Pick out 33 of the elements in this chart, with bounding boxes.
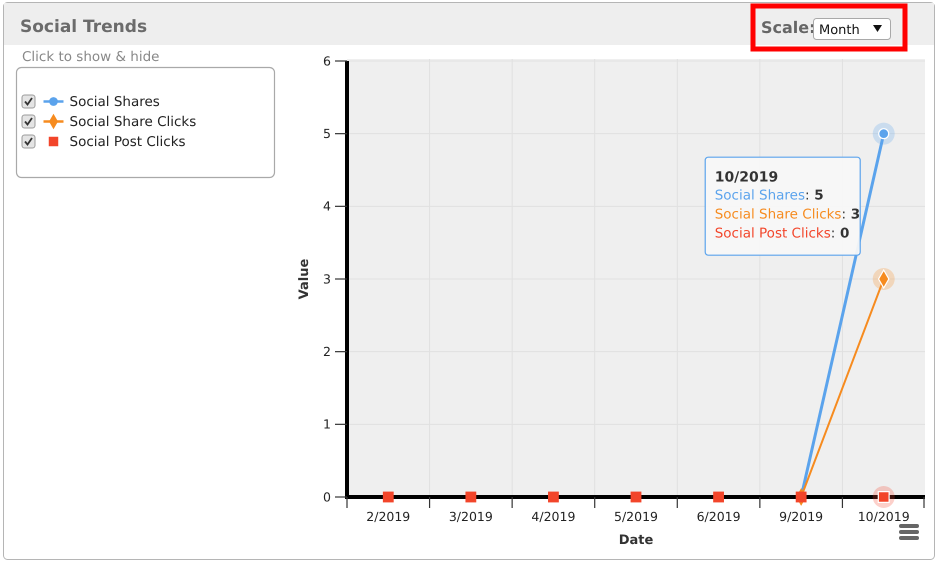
- y-tick-label: 2: [323, 344, 331, 360]
- x-tick-label: 3/2019: [448, 509, 493, 524]
- x-tick-label: 9/2019: [779, 509, 824, 524]
- x-tick-label: 4/2019: [531, 509, 576, 524]
- text: Click to show & hide: [22, 49, 160, 65]
- y-tick-label: 6: [323, 53, 332, 68]
- point: [465, 492, 476, 502]
- annotation: Social Shares: 5: [714, 188, 824, 204]
- x-tick-label: 2/2019: [366, 509, 410, 524]
- x-axis-title: Date: [618, 533, 654, 548]
- y-tick-label: 4: [323, 198, 332, 214]
- y-tick-label: 5: [323, 126, 331, 142]
- dropdown: Month: [813, 18, 891, 40]
- text: Scale:: [761, 18, 816, 37]
- point: [713, 492, 724, 502]
- point: [630, 492, 642, 502]
- point: [382, 492, 394, 502]
- point: [548, 492, 559, 502]
- legend-label: Social Shares: [70, 94, 160, 110]
- text: Social Trends: [20, 17, 148, 37]
- annotation: 10/2019: [714, 170, 778, 186]
- legend-label: Social Post Clicks: [70, 134, 186, 150]
- legend-label: Social Share Clicks: [70, 114, 196, 130]
- x-tick-label: 10/2019: [858, 509, 910, 524]
- y-tick-label: 0: [323, 489, 332, 504]
- y-tick-label: 1: [323, 416, 331, 432]
- y-tick-label: 3: [323, 271, 331, 286]
- x-tick-label: 5/2019: [614, 509, 658, 524]
- annotation: Social Share Clicks: 3: [714, 206, 860, 223]
- x-tick-label: 6/2019: [696, 509, 741, 524]
- y-axis-title: Value: [297, 258, 312, 300]
- annotation: Social Post Clicks: 0: [714, 226, 850, 242]
- point: [872, 122, 895, 145]
